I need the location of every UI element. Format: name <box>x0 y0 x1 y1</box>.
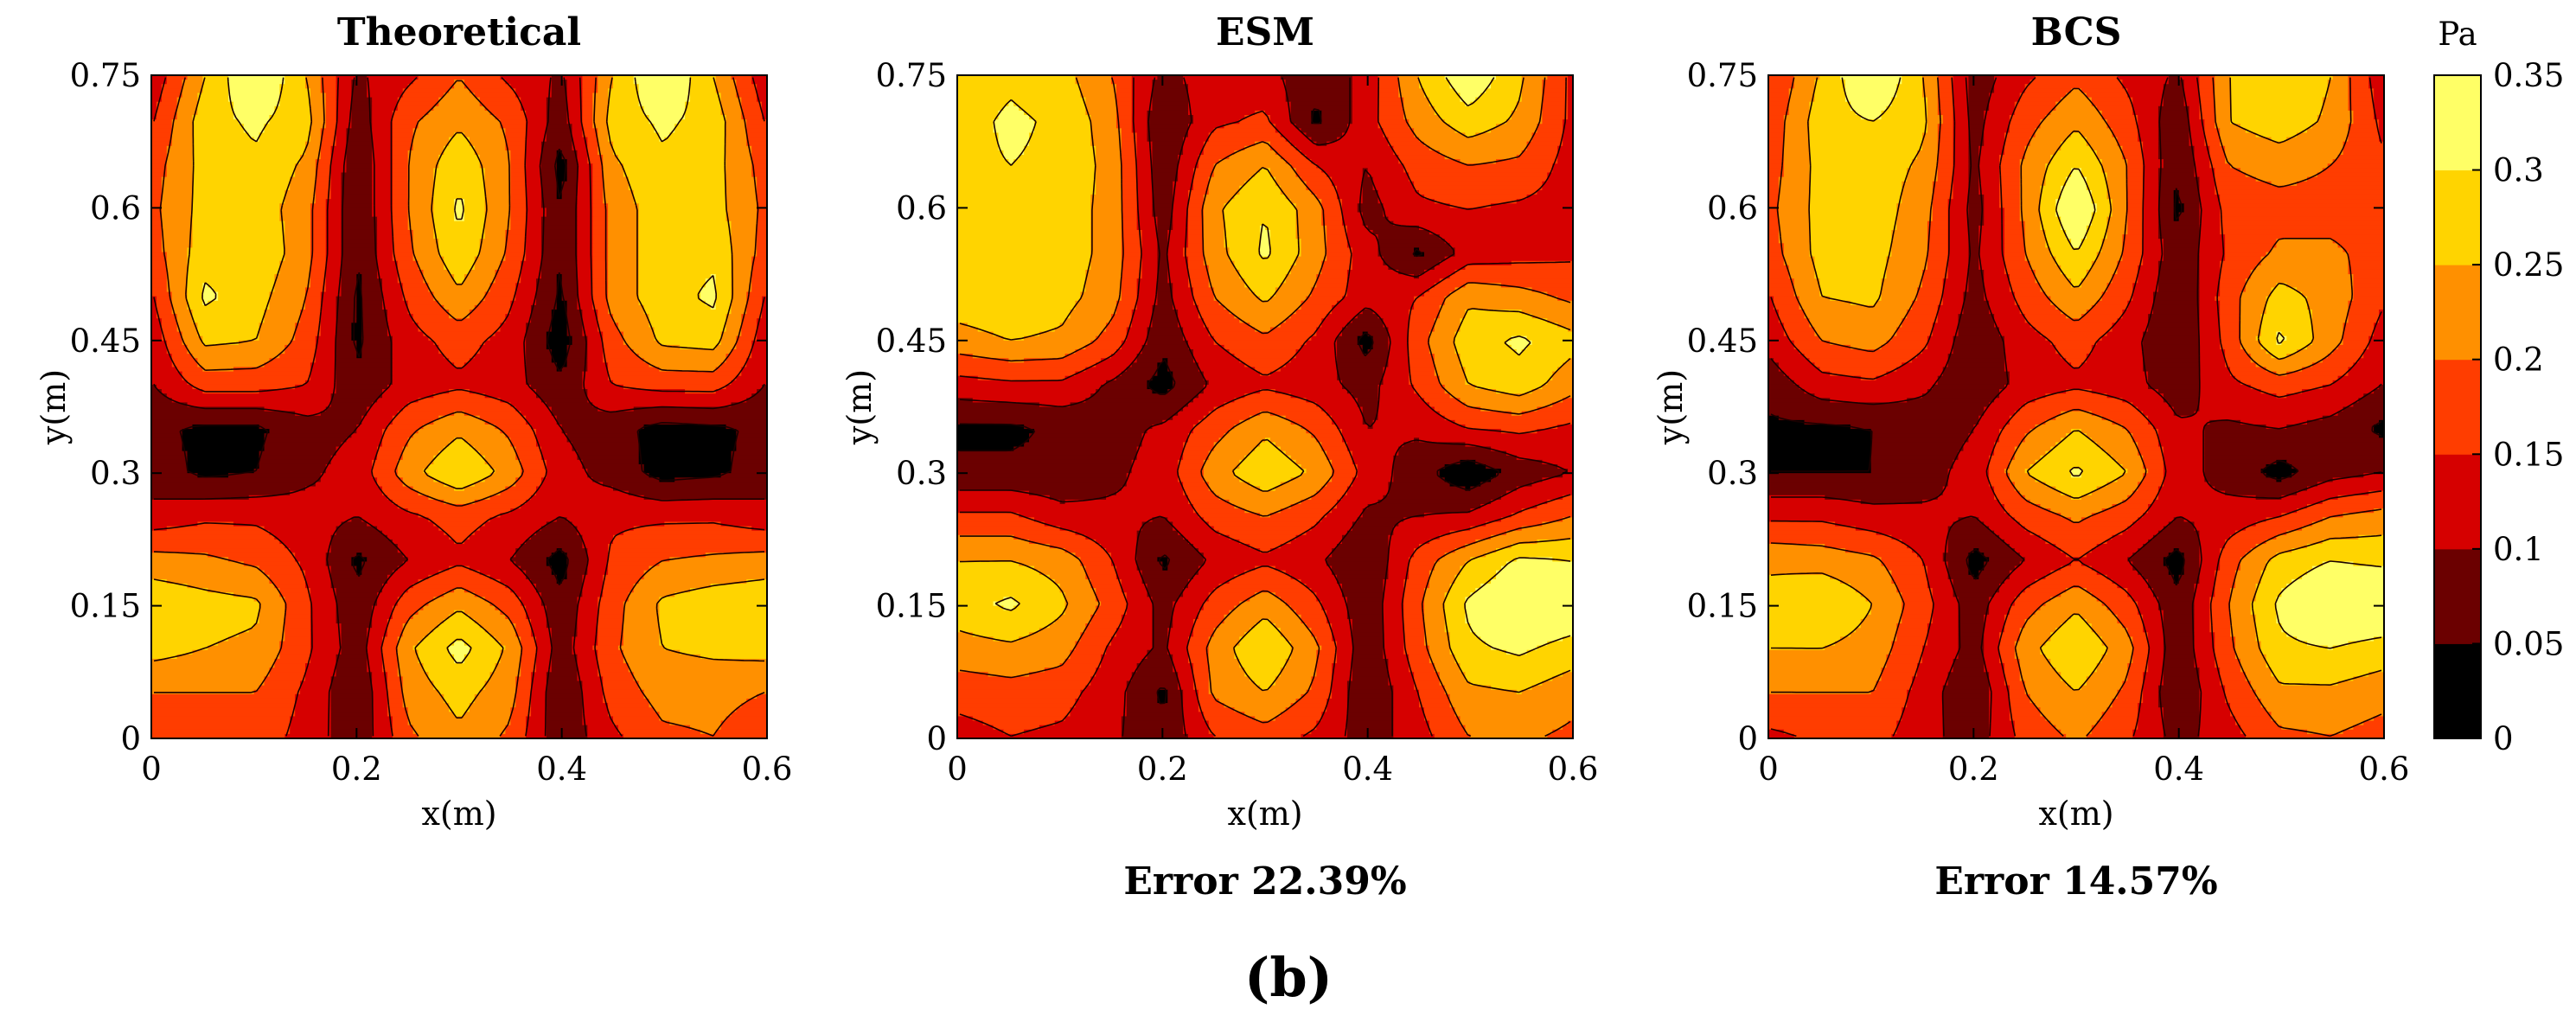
panel-title: BCS <box>2031 10 2122 54</box>
colorbar-unit: Pa <box>2438 16 2477 53</box>
x-tick-label: 0.2 <box>1948 751 1999 788</box>
y-tick-label: 0.3 <box>1707 455 1758 492</box>
y-tick-label: 0.15 <box>70 588 141 625</box>
y-axis-label: y(m) <box>1652 369 1690 445</box>
panels-layer: Theoretical 0 0.2 0.4 0.6 0 0.15 0.3 0.45 0.6 0.75… <box>35 10 2409 904</box>
colorbar-tick-label: 0 <box>2493 720 2514 757</box>
colorbar-tick-label: 0.1 <box>2493 531 2544 568</box>
y-tick-label: 0.45 <box>876 323 947 360</box>
x-tick-label: 0.2 <box>331 751 382 788</box>
contour-lines-1 <box>959 77 1571 738</box>
error-label: Error 22.39% <box>1123 859 1406 904</box>
plot-frame <box>1767 74 2385 739</box>
colorbar-segment <box>2434 75 2481 171</box>
y-tick-label: 0.45 <box>70 323 141 360</box>
colorbar-segment <box>2434 643 2481 739</box>
colorbar-tick-label: 0.2 <box>2493 342 2544 379</box>
contour-fill-0 <box>151 75 767 738</box>
panel-title: Theoretical <box>337 10 581 54</box>
y-axis-label: y(m) <box>841 369 879 445</box>
y-axis-label: y(m) <box>35 369 73 445</box>
colorbar-segment <box>2434 454 2481 550</box>
contour-lines-0 <box>153 77 765 737</box>
x-axis-label: x(m) <box>1227 795 1302 833</box>
y-tick-label: 0.6 <box>1707 189 1758 227</box>
plot-frame <box>956 74 1574 739</box>
x-tick-label: 0.4 <box>1342 751 1393 788</box>
x-tick-label: 0 <box>1758 751 1779 788</box>
error-label: Error 14.57% <box>1934 859 2217 904</box>
y-tick-label: 0.75 <box>70 57 141 94</box>
y-tick-label: 0.3 <box>896 455 947 492</box>
contour-panel-1: ESM 0 0.2 0.4 0.6 0 0.15 0.3 0.45 0.6 0.75 x(m) y(m)… <box>841 10 1598 904</box>
contour-panel-2: BCS 0 0.2 0.4 0.6 0 0.15 0.3 0.45 0.6 0.75 x(m) y(m)… <box>1652 10 2409 904</box>
x-tick-label: 0 <box>141 751 162 788</box>
x-axis-label: x(m) <box>421 795 496 833</box>
plot-frame <box>150 74 768 739</box>
y-tick-label: 0.15 <box>876 588 947 625</box>
y-tick-label: 0.6 <box>896 189 947 227</box>
x-tick-label: 0.2 <box>1137 751 1188 788</box>
colorbar-tick-label: 0.15 <box>2493 436 2564 473</box>
figure-panel-label: (b) <box>1244 946 1333 1009</box>
colorbar-segment <box>2434 169 2481 265</box>
x-tick-label: 0.6 <box>2359 751 2410 788</box>
y-tick-label: 0.15 <box>1687 588 1758 625</box>
colorbar-tick-label: 0.25 <box>2493 246 2564 284</box>
colorbar-tick-label: 0.35 <box>2493 57 2564 94</box>
panel-title: ESM <box>1216 10 1314 54</box>
colorbar-segment <box>2434 359 2481 455</box>
colorbar-frame <box>2433 74 2482 739</box>
y-tick-label: 0.3 <box>90 455 141 492</box>
contour-panel-0: Theoretical 0 0.2 0.4 0.6 0 0.15 0.3 0.45 0.6 0.75… <box>35 10 792 833</box>
y-tick-label: 0.45 <box>1687 323 1758 360</box>
colorbar-segment <box>2434 548 2481 644</box>
contour-lines-2 <box>1770 77 2382 738</box>
y-tick-label: 0 <box>120 720 141 757</box>
y-tick-label: 0 <box>926 720 947 757</box>
x-tick-label: 0 <box>947 751 968 788</box>
y-tick-label: 0.75 <box>1687 57 1758 94</box>
colorbar: 0 0.05 0.1 0.15 0.2 0.25 0.3 0.35 Pa <box>2433 16 2564 757</box>
colorbar-tick-label: 0.3 <box>2493 152 2544 189</box>
x-tick-label: 0.4 <box>536 751 587 788</box>
contour-fill-2 <box>1768 75 2384 738</box>
x-tick-label: 0.6 <box>742 751 793 788</box>
y-tick-label: 0.6 <box>90 189 141 227</box>
x-axis-label: x(m) <box>2038 795 2113 833</box>
y-tick-label: 0 <box>1737 720 1758 757</box>
x-tick-label: 0.4 <box>2153 751 2204 788</box>
colorbar-tick-label: 0.05 <box>2493 625 2564 662</box>
y-tick-label: 0.75 <box>876 57 947 94</box>
x-tick-label: 0.6 <box>1548 751 1599 788</box>
contour-fill-1 <box>957 75 1573 738</box>
colorbar-segment <box>2434 265 2481 361</box>
